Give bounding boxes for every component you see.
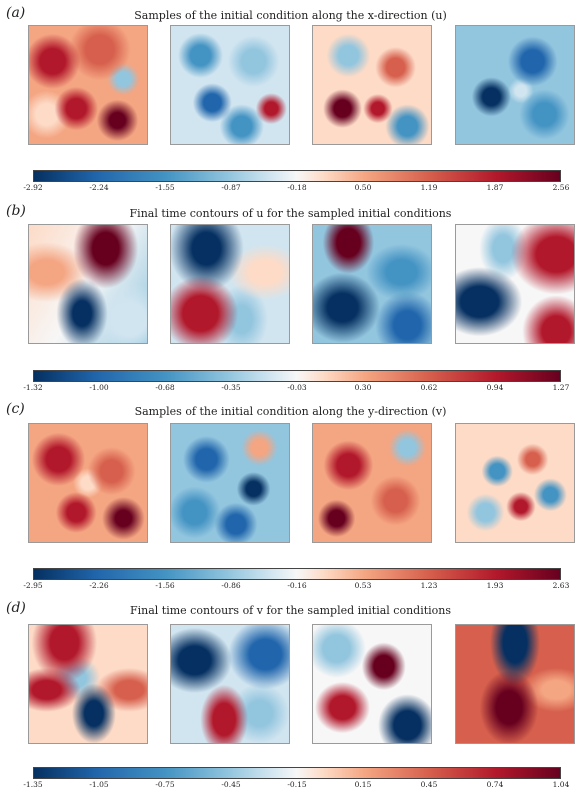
- field-image: [455, 624, 575, 744]
- tick-label: -2.95: [23, 581, 43, 590]
- tick-label: 0.74: [486, 780, 504, 789]
- tick-label: 1.87: [486, 183, 504, 192]
- field-image: [28, 624, 148, 744]
- field-image: [455, 224, 575, 344]
- tick-label: -2.92: [23, 183, 43, 192]
- tick-label: 1.19: [420, 183, 438, 192]
- panel-label: (a): [6, 5, 26, 21]
- colorbar-ticks: -2.92 -2.24 -1.55 -0.87 -0.18 0.50 1.19 …: [23, 183, 569, 195]
- tick-label: -0.68: [155, 383, 175, 392]
- tick-label: -1.00: [89, 383, 109, 392]
- tick-label: -0.87: [221, 183, 241, 192]
- tick-label: 2.56: [552, 183, 570, 192]
- tick-label: 1.93: [486, 581, 504, 590]
- tick-label: -2.24: [89, 183, 109, 192]
- tick-label: -0.86: [221, 581, 241, 590]
- colorbar: [33, 370, 561, 382]
- tick-label: 1.27: [552, 383, 570, 392]
- colorbar-ticks: -1.32 -1.00 -0.68 -0.35 -0.03 0.30 0.62 …: [23, 383, 569, 395]
- panel-title: Samples of the initial condition along t…: [134, 405, 447, 418]
- tick-label: -0.18: [287, 183, 307, 192]
- field-image: [455, 25, 575, 145]
- colorbar: [33, 170, 561, 182]
- tick-label: 0.50: [354, 183, 372, 192]
- tick-label: 0.45: [420, 780, 438, 789]
- tick-label: 0.30: [354, 383, 372, 392]
- tick-label: -2.26: [89, 581, 109, 590]
- field-image: [28, 224, 148, 344]
- tick-label: -0.03: [287, 383, 307, 392]
- panel-label: (b): [6, 203, 26, 219]
- tick-label: 0.62: [420, 383, 438, 392]
- colorbar: [33, 767, 561, 779]
- field-image: [312, 624, 432, 744]
- tick-label: 0.94: [486, 383, 504, 392]
- field-image: [455, 423, 575, 543]
- colorbar: [33, 568, 561, 580]
- panel-title: Final time contours of v for the sampled…: [129, 604, 452, 617]
- tick-label: -0.15: [287, 780, 307, 789]
- panel-title: Samples of the initial condition along t…: [134, 9, 447, 22]
- field-image: [312, 423, 432, 543]
- colorbar-ticks: -2.95 -2.26 -1.56 -0.86 -0.16 0.53 1.23 …: [23, 581, 569, 593]
- tick-label: -1.05: [89, 780, 109, 789]
- colorbar-ticks: -1.35 -1.05 -0.75 -0.45 -0.15 0.15 0.45 …: [23, 780, 569, 792]
- tick-label: 1.04: [552, 780, 570, 789]
- panel-label: (d): [6, 600, 26, 616]
- tick-label: 0.15: [354, 780, 372, 789]
- field-image: [170, 423, 290, 543]
- tick-label: -1.56: [155, 581, 175, 590]
- tick-label: -1.55: [155, 183, 175, 192]
- field-image: [312, 25, 432, 145]
- tick-label: -0.45: [221, 780, 241, 789]
- tick-label: 2.63: [552, 581, 570, 590]
- tick-label: -0.35: [221, 383, 241, 392]
- field-image: [170, 624, 290, 744]
- tick-label: -0.75: [155, 780, 175, 789]
- field-image: [28, 423, 148, 543]
- tick-label: 0.53: [354, 581, 372, 590]
- tick-label: 1.23: [420, 581, 438, 590]
- panel-title: Final time contours of u for the sampled…: [129, 207, 452, 220]
- panel-label: (c): [6, 401, 25, 417]
- tick-label: -1.32: [23, 383, 43, 392]
- tick-label: -0.16: [287, 581, 307, 590]
- field-image: [170, 224, 290, 344]
- field-image: [312, 224, 432, 344]
- field-image: [28, 25, 148, 145]
- tick-label: -1.35: [23, 780, 43, 789]
- field-image: [170, 25, 290, 145]
